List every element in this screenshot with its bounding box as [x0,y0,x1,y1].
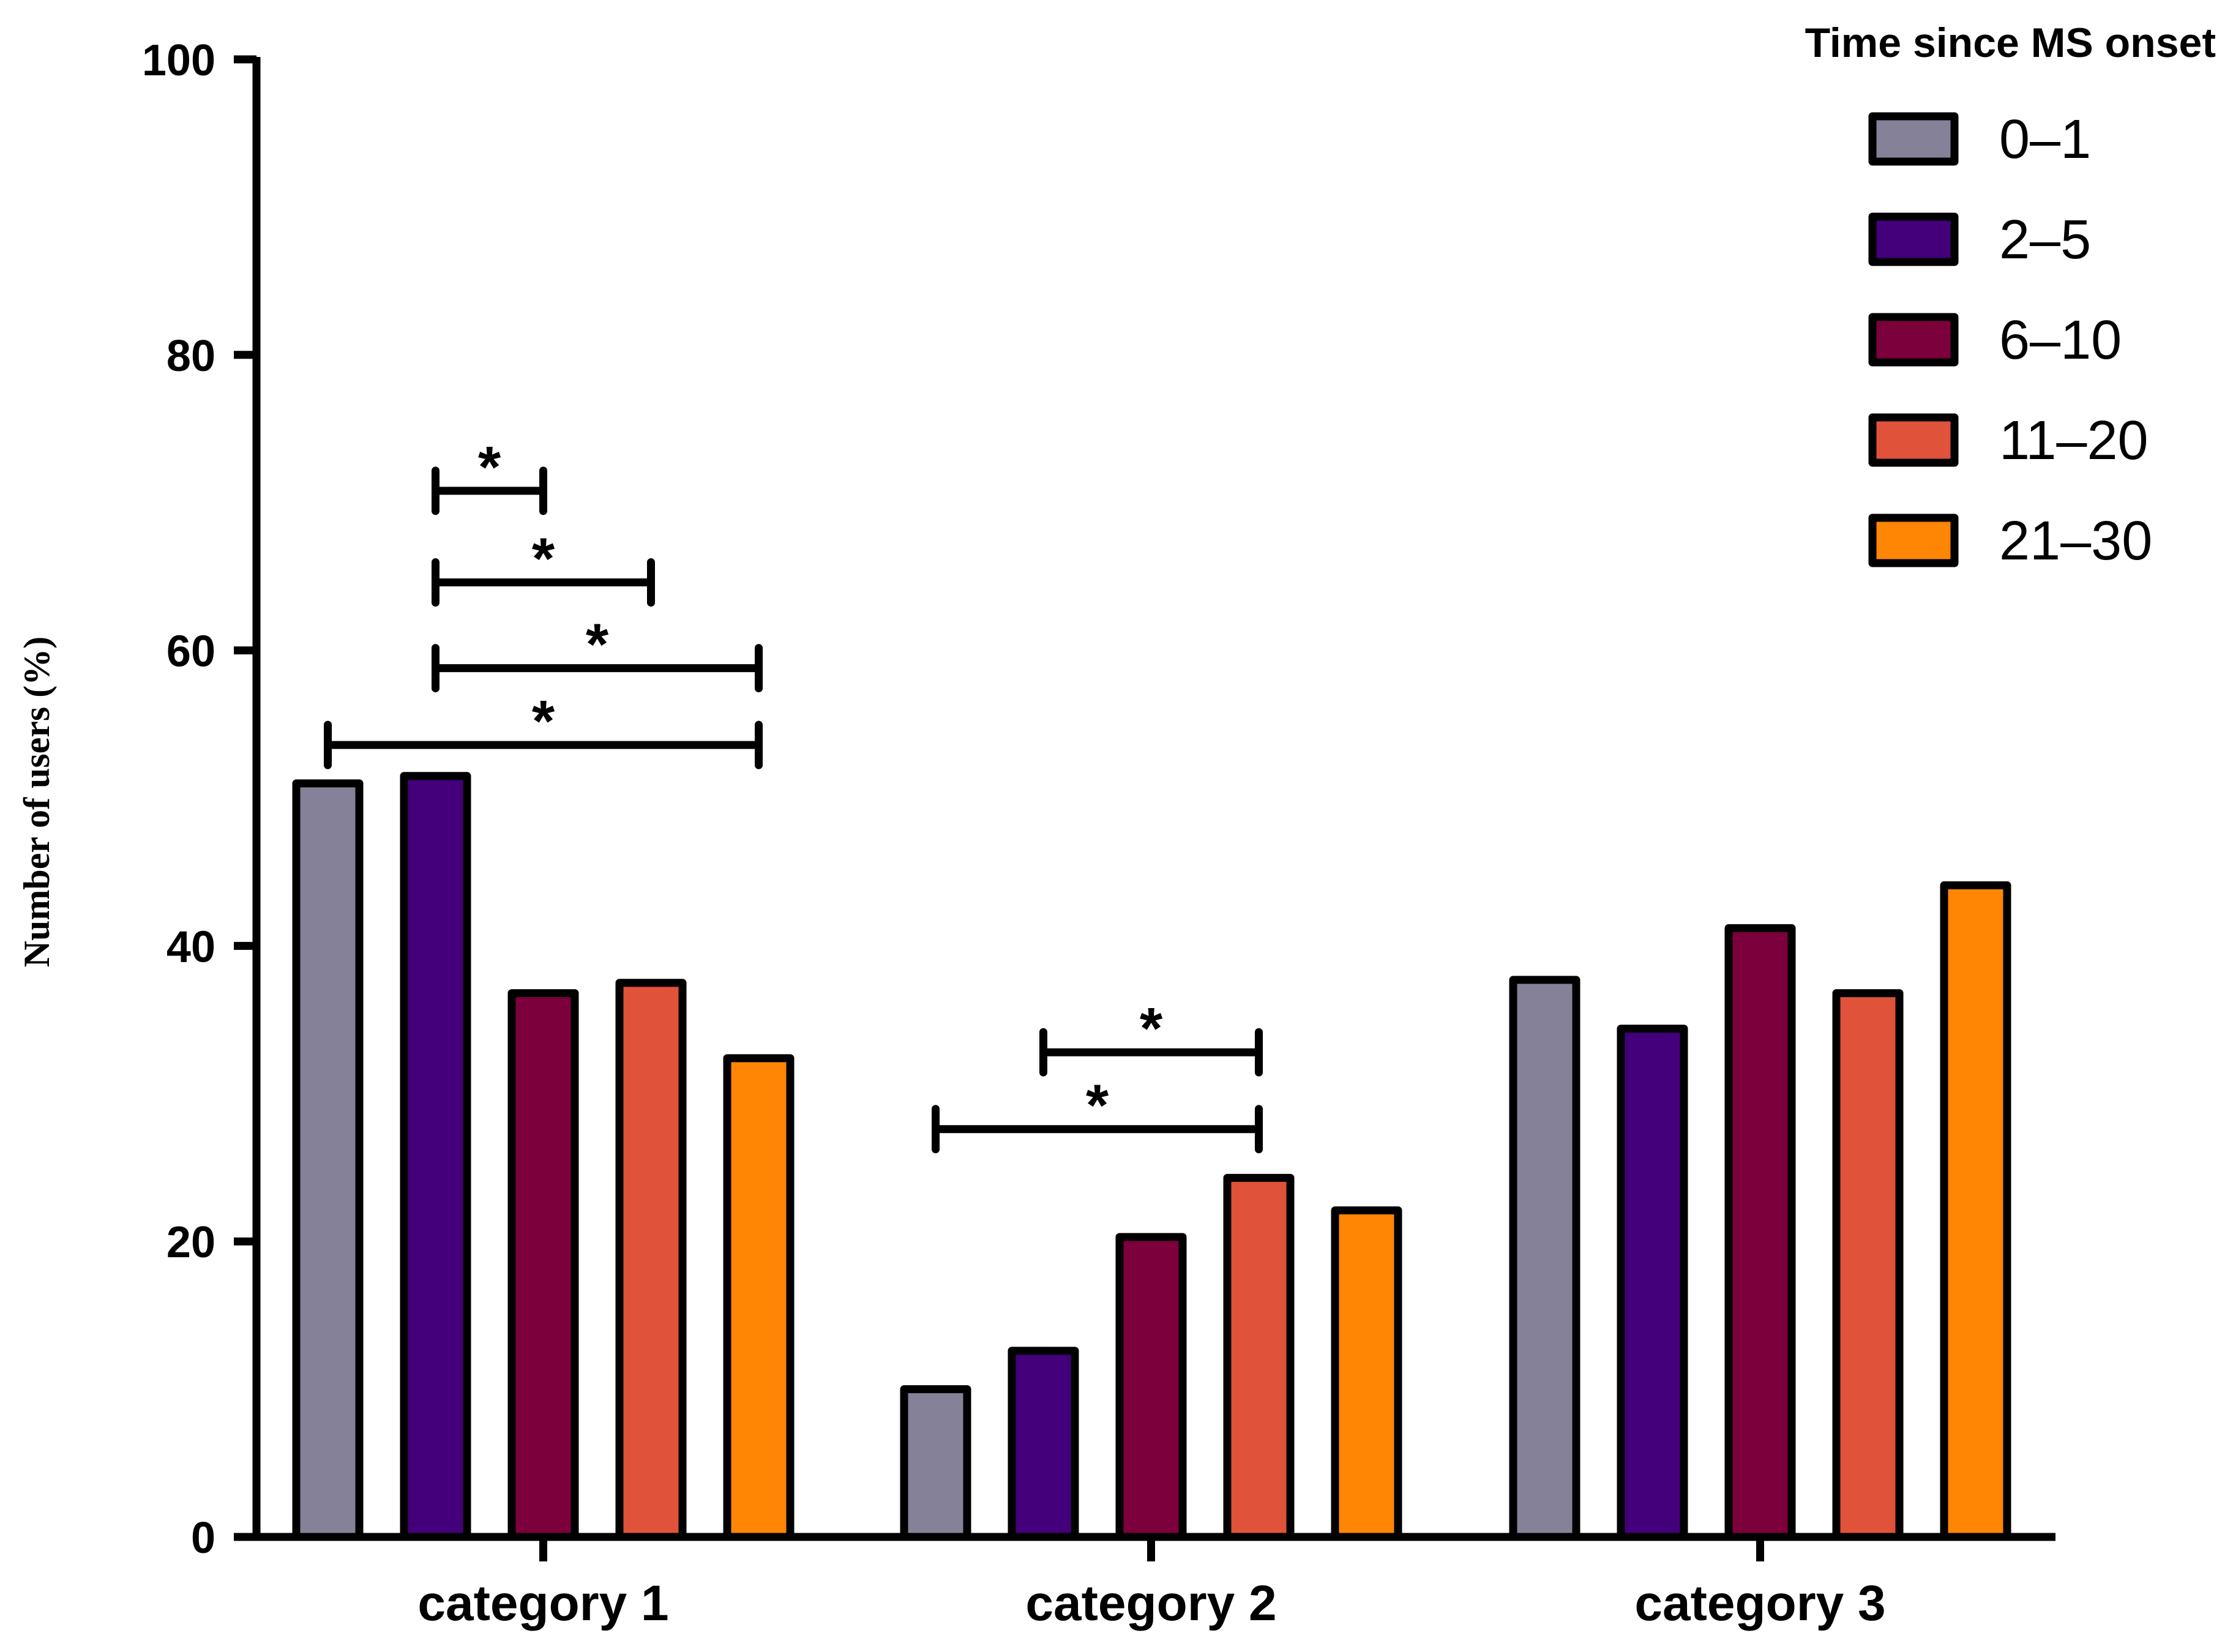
y-tick-label: 40 [166,922,215,971]
bars-layer [292,772,2011,1541]
y-tick-label: 80 [166,332,215,381]
legend-title: Time since MS onset [1805,20,2216,66]
bar [292,779,364,1541]
x-tick-label: category 2 [1025,1575,1276,1631]
significance-bracket: * [932,1073,1263,1154]
y-axis-label: Number of users (%) [17,637,57,968]
y-ticks: 0 20 40 60 80 100 [142,36,256,1563]
legend-label: 6–10 [1999,310,2122,371]
significance-star: * [532,689,555,754]
legend-item: 6–10 [1868,310,2122,371]
y-tick-label: 100 [142,36,215,85]
bar [400,772,471,1541]
bar [1724,924,1796,1541]
legend-item: 11–20 [1868,410,2149,471]
y-tick-label: 0 [191,1514,215,1563]
bar [900,1385,971,1541]
legend-label: 0–1 [1999,109,2091,170]
legend: Time since MS onset 0–1 2–5 6–10 11–20 21–30 [1805,20,2216,572]
significance-star: * [1086,1073,1109,1138]
legend-label: 11–20 [1999,410,2149,471]
bar [1509,976,1580,1541]
x-tick-label: category 1 [417,1575,668,1631]
bar [507,989,579,1541]
x-tick-label: category 3 [1634,1575,1885,1631]
y-tick-label: 20 [166,1218,215,1267]
significance-star: * [478,435,501,500]
legend-swatch [1868,112,1959,166]
legend-swatch [1868,413,1959,467]
legend-label: 2–5 [1999,209,2091,271]
bar [1940,881,2011,1541]
significance-bracket: * [432,435,547,515]
legend-swatch [1868,212,1959,266]
bar [615,979,687,1541]
bar [1331,1206,1402,1541]
x-ticks: category 1 category 2 category 3 [417,1537,1886,1631]
significance-star: * [586,612,609,678]
bar [723,1054,795,1541]
legend-item: 0–1 [1868,109,2091,170]
legend-swatch [1868,313,1959,367]
significance-bracket: * [324,689,763,769]
bar [1223,1173,1295,1541]
significance-bracket: * [1039,996,1263,1077]
bar [1617,1025,1688,1541]
significance-star: * [1140,996,1163,1061]
legend-item: 21–30 [1868,510,2152,572]
significance-layer: * * * * * * [324,435,1263,1154]
legend-swatch [1868,514,1959,567]
significance-bracket: * [432,526,655,607]
legend-label: 21–30 [1999,510,2152,572]
bar [1832,989,1904,1541]
bar [1115,1233,1187,1541]
y-tick-label: 60 [166,627,215,676]
significance-star: * [532,526,555,592]
bar [1008,1347,1079,1541]
legend-item: 2–5 [1868,209,2091,271]
significance-bracket: * [432,612,763,693]
